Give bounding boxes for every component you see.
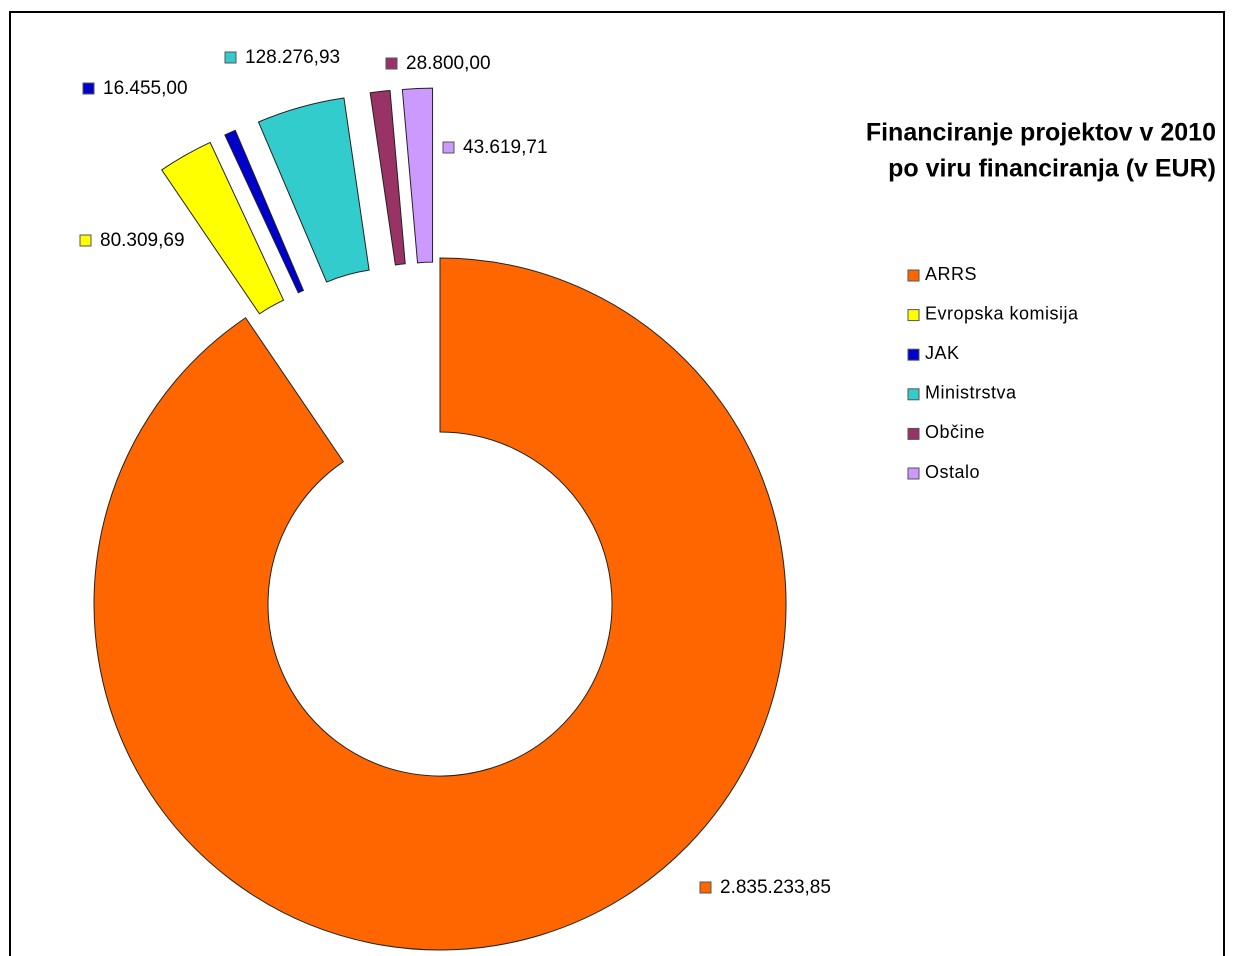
label-marker	[79, 234, 92, 247]
data-label: 16.455,00	[103, 78, 188, 99]
label-marker	[442, 141, 455, 154]
data-label: 80.309,69	[100, 230, 185, 251]
legend-label: Evropska komisija	[925, 303, 1079, 323]
chart-title: po viru financiranja (v EUR)	[888, 155, 1216, 183]
label-marker	[699, 881, 712, 894]
data-label: 128.276,93	[245, 47, 340, 68]
legend-label: Ostalo	[925, 462, 980, 482]
donut-slice	[257, 97, 370, 283]
donut-slice	[401, 87, 434, 264]
donut-slice	[93, 257, 787, 951]
data-label: 28.800,00	[406, 53, 491, 74]
legend-label: Ministrstva	[925, 383, 1017, 403]
donut-slice	[369, 89, 406, 266]
donut-slice	[224, 129, 305, 294]
data-label: 2.835.233,85	[720, 877, 831, 898]
label-marker	[82, 82, 95, 95]
label-marker	[224, 51, 237, 64]
donut-slice	[161, 141, 285, 315]
legend-swatch	[907, 309, 920, 322]
legend-label: Občine	[925, 422, 985, 442]
legend-swatch	[907, 348, 920, 361]
chart-title: Financiranje projektov v 2010	[866, 119, 1216, 147]
data-label: 43.619,71	[463, 137, 548, 158]
legend-label: ARRS	[925, 264, 977, 284]
legend-label: JAK	[925, 343, 960, 363]
legend-swatch	[907, 467, 920, 480]
legend-swatch	[907, 269, 920, 282]
legend-swatch	[907, 388, 920, 401]
label-marker	[385, 57, 398, 70]
legend-swatch	[907, 427, 920, 440]
